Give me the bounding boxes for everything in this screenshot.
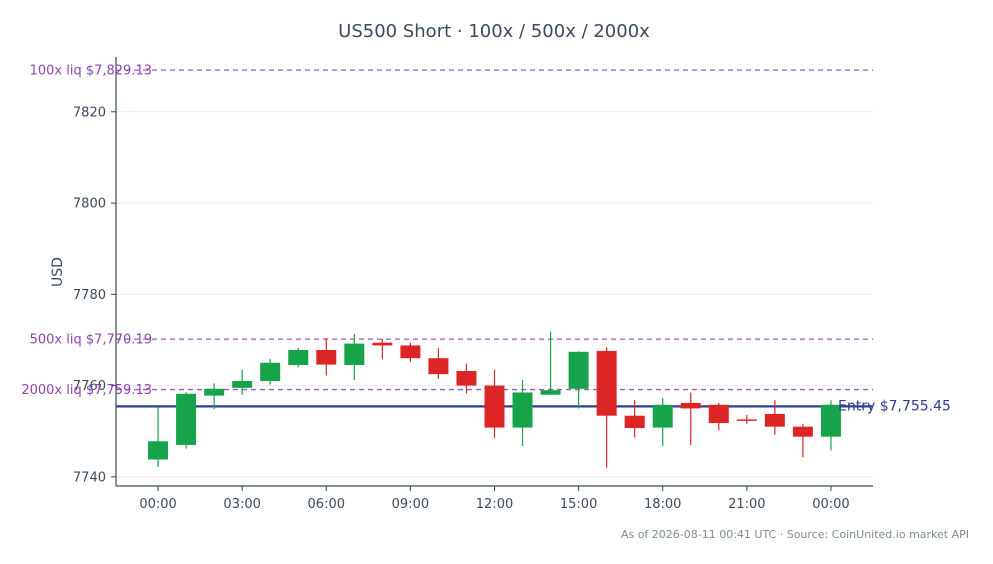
- candle-body-up: [512, 392, 533, 428]
- candle-body-up: [288, 349, 309, 366]
- candle-body-down: [764, 413, 785, 427]
- candle-body-down: [680, 402, 701, 409]
- candle-body-up: [344, 343, 365, 366]
- candle-body-up: [568, 351, 589, 389]
- y-axis-label: USD: [50, 257, 66, 287]
- x-tick-label: 12:00: [476, 497, 513, 512]
- candle-body-down: [456, 370, 477, 386]
- liquidation-label: 100x liq $7,829.13: [30, 64, 152, 79]
- y-tick-label: 7800: [73, 197, 106, 212]
- x-tick-label: 18:00: [644, 497, 681, 512]
- candle-body-up: [820, 404, 841, 437]
- candle-body-up: [540, 390, 561, 395]
- x-tick-label: 00:00: [812, 497, 849, 512]
- candle-body-down: [624, 415, 645, 429]
- x-tick-label: 00:00: [139, 497, 176, 512]
- y-tick-label: 7760: [73, 379, 106, 394]
- y-tick-label: 7780: [73, 288, 106, 303]
- candle-body-down: [708, 404, 729, 424]
- axes-layer: 7740 7760 7780 7800 7820 00:00 03:00 06:00 09:00…: [73, 57, 873, 512]
- liquidation-label: 500x liq $7,770.19: [30, 333, 152, 348]
- entry-label: Entry $7,755.45: [838, 398, 951, 414]
- reference-lines-layer: [116, 69, 873, 408]
- reference-labels-layer: 100x liq $7,829.13 500x liq $7,770.19 2000…: [21, 64, 951, 415]
- y-tick-label: 7820: [73, 105, 106, 120]
- x-tick-label: 15:00: [560, 497, 597, 512]
- candle-body-down: [484, 385, 505, 428]
- candle-body-down: [596, 350, 617, 416]
- candle-body-down: [428, 358, 449, 375]
- candle-body-down: [372, 342, 393, 346]
- x-tick-label: 03:00: [223, 497, 260, 512]
- x-tick-label: 06:00: [308, 497, 345, 512]
- x-tick-label: 09:00: [392, 497, 429, 512]
- footer-note: As of 2026-08-11 00:41 UTC · Source: Coi…: [621, 528, 969, 541]
- candle-body-up: [148, 441, 169, 460]
- candle-body-up: [232, 381, 253, 388]
- candle-body-down: [736, 419, 757, 421]
- candle-body-up: [652, 404, 673, 428]
- liquidation-label: 2000x liq $7,759.13: [21, 383, 152, 398]
- candle-body-down: [316, 349, 337, 365]
- candle-body-up: [260, 362, 281, 382]
- candle-body-down: [400, 345, 421, 359]
- y-tick-label: 7740: [73, 470, 106, 485]
- candles-layer: [148, 331, 841, 468]
- candle-body-up: [204, 388, 225, 396]
- candle-body-up: [176, 393, 197, 445]
- chart-title: US500 Short · 100x / 500x / 2000x: [338, 21, 650, 42]
- x-tick-label: 21:00: [728, 497, 765, 512]
- candle-body-down: [792, 426, 813, 437]
